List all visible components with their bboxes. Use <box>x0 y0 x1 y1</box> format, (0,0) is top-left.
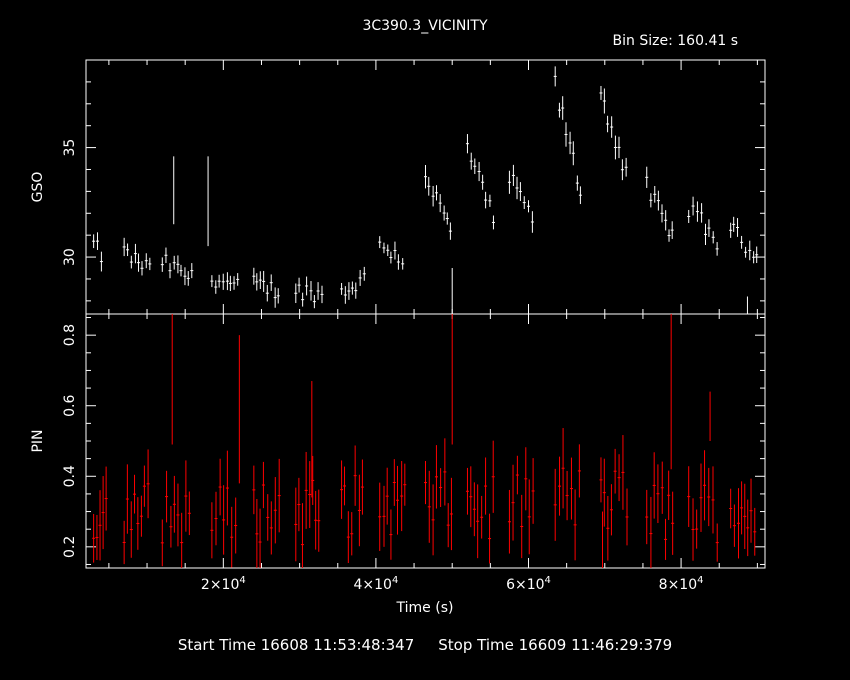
pin-ytick-label: 0.6 <box>62 394 78 416</box>
gso-ytick-label: 35 <box>62 139 78 157</box>
time-range-footer: Start Time 16608 11:53:48:347 Stop Time 1… <box>0 636 850 654</box>
gso-ytick-label: 30 <box>62 248 78 266</box>
x-axis-label: Time (s) <box>396 600 454 616</box>
pin-ytick-label: 0.8 <box>62 324 78 346</box>
x-tick-label: 4×104 <box>353 575 398 593</box>
gso-panel: 30 35 GSO <box>30 59 766 315</box>
x-tick-label: 2×104 <box>201 575 246 593</box>
gso-series <box>92 66 759 314</box>
pin-frame <box>85 313 766 569</box>
gso-ylabel: GSO <box>30 172 46 203</box>
x-axis-ticks: 2×104 4×104 6×104 8×104 <box>201 575 704 593</box>
start-time-label: Start Time 16608 11:53:48:347 <box>177 636 415 654</box>
chart-title: 3C390.3_VICINITY <box>362 18 488 34</box>
pin-series <box>92 314 757 568</box>
x-tick-label: 8×104 <box>659 575 704 593</box>
pin-ytick-label: 0.4 <box>62 465 78 487</box>
x-tick-label: 6×104 <box>506 575 551 593</box>
pin-ylabel: PIN <box>30 429 46 452</box>
pin-ytick-label: 0.2 <box>62 536 78 558</box>
pin-panel: 0.2 0.4 0.6 0.8 PIN <box>30 313 766 569</box>
bin-size-label: Bin Size: 160.41 s <box>613 33 738 49</box>
stop-time-label: Stop Time 16609 11:46:29:379 <box>438 636 673 654</box>
